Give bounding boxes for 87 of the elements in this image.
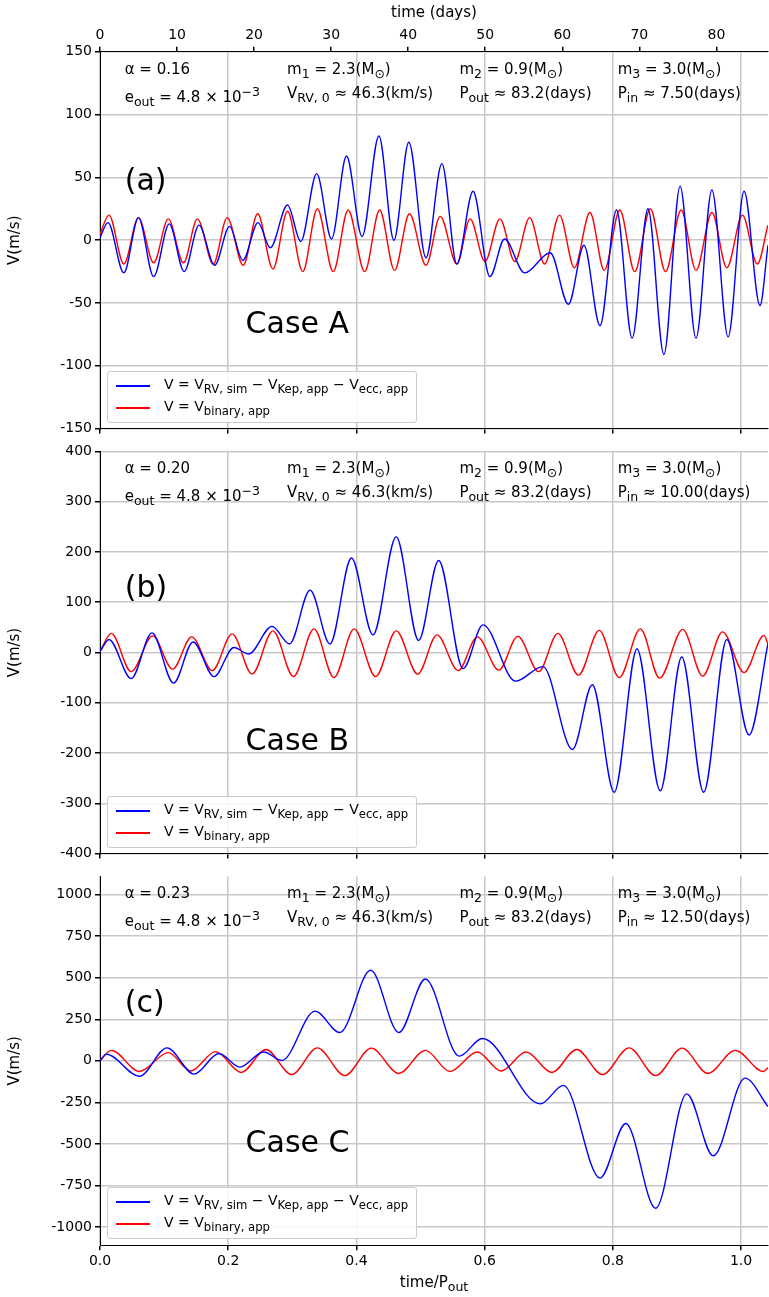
x2-tick-label: 0	[95, 26, 105, 43]
y-tick-label: 250	[65, 1009, 92, 1026]
annotation: m$_{3}$ = 3.0(M$_{⊙}$)	[617, 884, 722, 906]
x-tick-label: 0.6	[473, 1252, 496, 1269]
legend-label: V = V$_{RV, sim}$ − V$_{Kep, app}$ − V$_{ecc, app}$	[164, 1192, 409, 1213]
x-tick-label: 0.2	[217, 1252, 240, 1269]
x2-tick-label: 40	[399, 26, 418, 43]
legend-label: V = V$_{binary, app}$	[164, 822, 271, 843]
annotation: V$_{RV, 0}$ ≈ 46.3(km/s)	[287, 483, 434, 505]
annotation: (a)	[124, 161, 167, 197]
y-tick-label: 300	[65, 492, 92, 509]
annotation: (b)	[124, 569, 168, 605]
line-series	[100, 969, 768, 1210]
line-series	[100, 208, 768, 273]
y-tick-label: 100	[65, 592, 92, 609]
y-axis-title: V(m/s)	[4, 627, 23, 678]
annotation: e$_{out}$ = 4.8 × 10$^{−3}$	[124, 83, 261, 109]
y-tick-label: 0	[83, 1051, 92, 1068]
y-tick-label: -250	[60, 1092, 92, 1109]
annotation: P$_{out}$ ≈ 83.2(days)	[459, 483, 592, 505]
line-series	[100, 1047, 768, 1077]
y-tick-label: -50	[69, 293, 92, 310]
annotation: m$_{3}$ = 3.0(M$_{⊙}$)	[617, 59, 722, 81]
x-tick-label: 0.0	[88, 1252, 112, 1269]
annotation: α = 0.16	[124, 59, 191, 78]
y-tick-label: 0	[83, 230, 92, 247]
y-axis-title: V(m/s)	[4, 1036, 23, 1086]
annotation: P$_{out}$ ≈ 83.2(days)	[459, 83, 592, 105]
annotation: Case B	[245, 721, 350, 757]
y-tick-label: -1000	[51, 1217, 92, 1234]
y-tick-label: 150	[65, 42, 92, 59]
annotation: P$_{in}$ ≈ 12.50(days)	[617, 908, 751, 930]
y-tick-label: -200	[60, 743, 92, 760]
annotation: α = 0.20	[124, 459, 191, 478]
y-tick-label: -500	[60, 1134, 92, 1151]
annotation: m$_{1}$ = 2.3(M$_{⊙}$)	[287, 884, 391, 906]
legend-label: V = V$_{RV, sim}$ − V$_{Kep, app}$ − V$_{ecc, app}$	[164, 800, 409, 821]
line-series	[100, 135, 768, 356]
y-tick-label: -150	[60, 419, 92, 436]
x2-tick-label: 80	[707, 26, 726, 43]
annotation: P$_{out}$ ≈ 83.2(days)	[459, 908, 592, 930]
line-series	[100, 628, 768, 679]
legend-label: V = V$_{RV, sim}$ − V$_{Kep, app}$ − V$_{ecc, app}$	[164, 375, 409, 396]
x-tick-label: 0.4	[345, 1252, 368, 1269]
annotation: Case C	[245, 1124, 350, 1160]
x-tick-label: 0.8	[601, 1252, 624, 1269]
annotation: m$_{2}$ = 0.9(M$_{⊙}$)	[459, 884, 564, 906]
x2-tick-label: 60	[553, 26, 572, 43]
annotation: V$_{RV, 0}$ ≈ 46.3(km/s)	[287, 83, 434, 105]
annotation: e$_{out}$ = 4.8 × 10$^{−3}$	[124, 908, 261, 934]
y-tick-label: 0	[83, 643, 92, 660]
y-tick-label: 1000	[56, 885, 92, 902]
legend-label: V = V$_{binary, app}$	[164, 397, 271, 418]
x2-tick-label: 30	[322, 26, 341, 43]
annotation: P$_{in}$ ≈ 10.00(days)	[617, 483, 751, 505]
x-axis-title: time/P$_{out}$	[399, 1272, 469, 1294]
annotation: α = 0.23	[124, 884, 191, 903]
annotation: (c)	[124, 984, 165, 1020]
annotation: m$_{3}$ = 3.0(M$_{⊙}$)	[617, 459, 722, 481]
annotation: m$_{1}$ = 2.3(M$_{⊙}$)	[287, 459, 391, 481]
y-tick-label: 500	[65, 968, 92, 985]
x2-tick-label: 50	[476, 26, 495, 43]
x2-tick-label: 20	[245, 26, 264, 43]
annotation: P$_{in}$ ≈ 7.50(days)	[617, 83, 741, 105]
line-series	[100, 536, 768, 793]
y-tick-label: 50	[74, 168, 92, 185]
y-axis-title: V(m/s)	[4, 215, 23, 265]
x2-tick-label: 70	[630, 26, 649, 43]
y-tick-label: -100	[60, 356, 92, 373]
y-tick-label: 200	[65, 542, 92, 559]
annotation: e$_{out}$ = 4.8 × 10$^{−3}$	[124, 483, 261, 509]
legend-label: V = V$_{binary, app}$	[164, 1214, 271, 1235]
annotation: Case A	[245, 305, 350, 341]
x2-axis-title: time (days)	[391, 2, 477, 21]
y-tick-label: 100	[65, 105, 92, 122]
annotation: m$_{2}$ = 0.9(M$_{⊙}$)	[459, 459, 564, 481]
x-tick-label: 1.0	[729, 1252, 753, 1269]
annotation: V$_{RV, 0}$ ≈ 46.3(km/s)	[287, 908, 434, 930]
y-tick-label: 750	[65, 926, 92, 943]
annotation: m$_{2}$ = 0.9(M$_{⊙}$)	[459, 59, 564, 81]
y-tick-label: 400	[65, 442, 92, 459]
annotation: m$_{1}$ = 2.3(M$_{⊙}$)	[287, 59, 391, 81]
y-tick-label: -300	[60, 793, 92, 810]
y-tick-label: -100	[60, 693, 92, 710]
x2-tick-label: 10	[168, 26, 186, 43]
y-tick-label: -400	[60, 844, 92, 861]
y-tick-label: -750	[60, 1176, 92, 1193]
